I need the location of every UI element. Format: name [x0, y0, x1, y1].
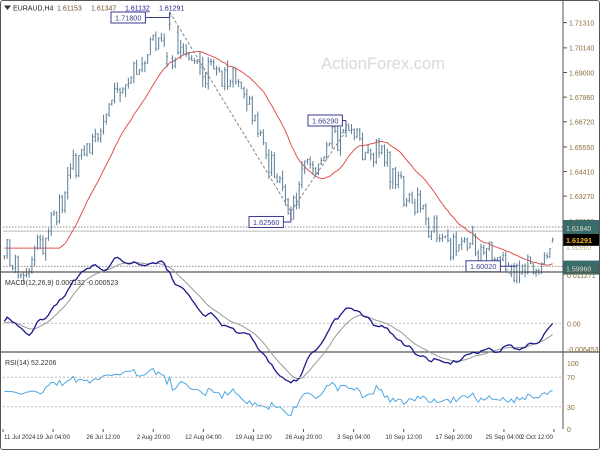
svg-text:1.60020: 1.60020 [470, 262, 496, 271]
svg-text:RSI(14) 52.2206: RSI(14) 52.2206 [5, 360, 56, 367]
svg-text:1.66720: 1.66720 [569, 120, 594, 127]
svg-text:11 Jul 2024: 11 Jul 2024 [4, 434, 36, 441]
svg-text:19 Jul 04:00: 19 Jul 04:00 [36, 434, 70, 441]
svg-text:0: 0 [567, 427, 571, 434]
svg-text:10 Sep 12:00: 10 Sep 12:00 [385, 434, 422, 441]
svg-text:0.00: 0.00 [567, 321, 581, 328]
svg-text:25 Sep 04:00: 25 Sep 04:00 [485, 434, 522, 441]
svg-text:1.67860: 1.67860 [569, 95, 594, 102]
svg-text:1.61840: 1.61840 [566, 226, 591, 233]
svg-text:19 Aug 12:00: 19 Aug 12:00 [235, 434, 272, 441]
svg-text:0.011271: 0.011271 [567, 273, 596, 280]
svg-text:2 Aug 20:00: 2 Aug 20:00 [137, 434, 171, 441]
svg-text:30: 30 [567, 405, 575, 412]
svg-text:2 Oct 12:00: 2 Oct 12:00 [521, 434, 554, 441]
svg-text:12 Aug 04:00: 12 Aug 04:00 [185, 434, 222, 441]
svg-text:70: 70 [567, 375, 575, 382]
svg-text:1.60960: 1.60960 [566, 245, 591, 252]
svg-text:1.61291: 1.61291 [159, 6, 184, 13]
svg-text:-0.006453: -0.006453 [567, 347, 599, 354]
svg-text:1.61153: 1.61153 [57, 6, 82, 13]
svg-text:3 Sep 04:00: 3 Sep 04:00 [337, 434, 371, 441]
svg-text:1.71310: 1.71310 [569, 20, 594, 27]
svg-text:26 Jul 12:00: 26 Jul 12:00 [86, 434, 120, 441]
svg-text:1.62560: 1.62560 [253, 218, 279, 227]
svg-text:1.69000: 1.69000 [569, 70, 594, 77]
svg-text:1.66290: 1.66290 [312, 116, 338, 125]
svg-text:1.64410: 1.64410 [569, 169, 594, 176]
svg-text:100: 100 [567, 361, 579, 368]
svg-text:1.61132: 1.61132 [125, 6, 150, 13]
svg-text:1.63270: 1.63270 [569, 194, 594, 201]
svg-text:26 Aug 20:00: 26 Aug 20:00 [285, 434, 322, 441]
svg-text:1.71800: 1.71800 [115, 13, 141, 22]
svg-text:1.61291: 1.61291 [566, 236, 592, 245]
svg-text:EURAUD,H4: EURAUD,H4 [13, 6, 54, 13]
svg-text:ActionForex.com: ActionForex.com [321, 55, 445, 73]
svg-text:1.65550: 1.65550 [569, 145, 594, 152]
svg-text:1.61347: 1.61347 [91, 6, 116, 13]
svg-text:MACD(12,26,9) 0.000132 -0.0005: MACD(12,26,9) 0.000132 -0.000523 [5, 280, 118, 287]
svg-text:1.70140: 1.70140 [569, 46, 594, 53]
svg-text:17 Sep 20:00: 17 Sep 20:00 [435, 434, 472, 441]
